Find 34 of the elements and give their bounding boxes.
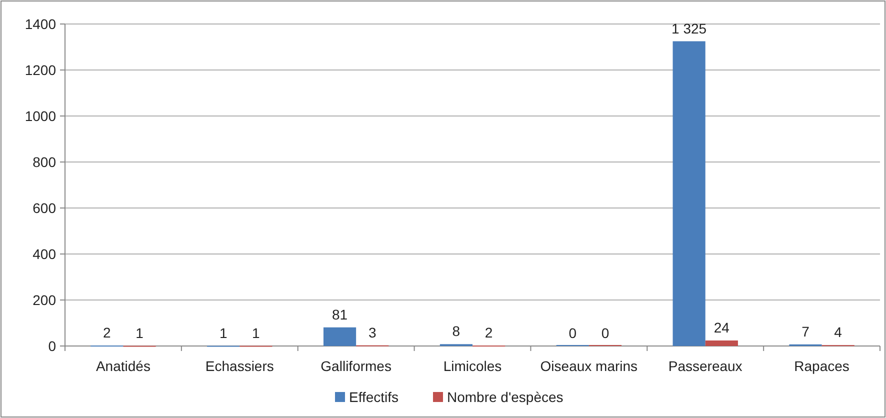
data-label: 2 — [484, 324, 493, 341]
data-label: 81 — [332, 306, 348, 322]
data-label: 2 — [103, 324, 112, 341]
data-label: 8 — [452, 323, 460, 340]
legend-label: Nombre d'espèces — [447, 388, 564, 405]
y-tick-label: 0 — [48, 338, 56, 354]
x-tick-label: Rapaces — [794, 358, 850, 374]
y-tick-label: 1000 — [24, 108, 56, 124]
data-label: 3 — [368, 324, 376, 340]
legend-label: Effectifs — [349, 388, 399, 405]
data-label: 1 325 — [672, 20, 707, 36]
data-label: 1 — [219, 324, 228, 341]
data-label: 24 — [714, 319, 730, 336]
x-tick-label: Passereaux — [668, 358, 742, 374]
y-tick-label: 600 — [32, 200, 56, 216]
y-tick-label: 1400 — [24, 16, 56, 32]
x-tick-label: Anatidés — [96, 358, 150, 374]
bar — [705, 340, 738, 346]
x-tick-label: Oiseaux marins — [540, 358, 638, 374]
data-label: 7 — [802, 323, 810, 340]
data-label: 1 — [252, 324, 260, 341]
x-tick-label: Galliformes — [320, 358, 392, 374]
y-tick-label: 400 — [32, 246, 56, 262]
data-label: 0 — [601, 325, 610, 341]
x-tick-label: Limicoles — [443, 358, 502, 374]
bar — [672, 41, 706, 346]
y-tick-label: 1200 — [24, 62, 56, 78]
bar — [323, 327, 356, 346]
data-label: 4 — [834, 324, 842, 340]
data-label: 0 — [568, 325, 577, 341]
y-tick-label: 800 — [32, 154, 56, 170]
data-label: 1 — [136, 324, 144, 341]
y-tick-label: 200 — [32, 292, 56, 308]
x-tick-label: Echassiers — [205, 358, 274, 374]
